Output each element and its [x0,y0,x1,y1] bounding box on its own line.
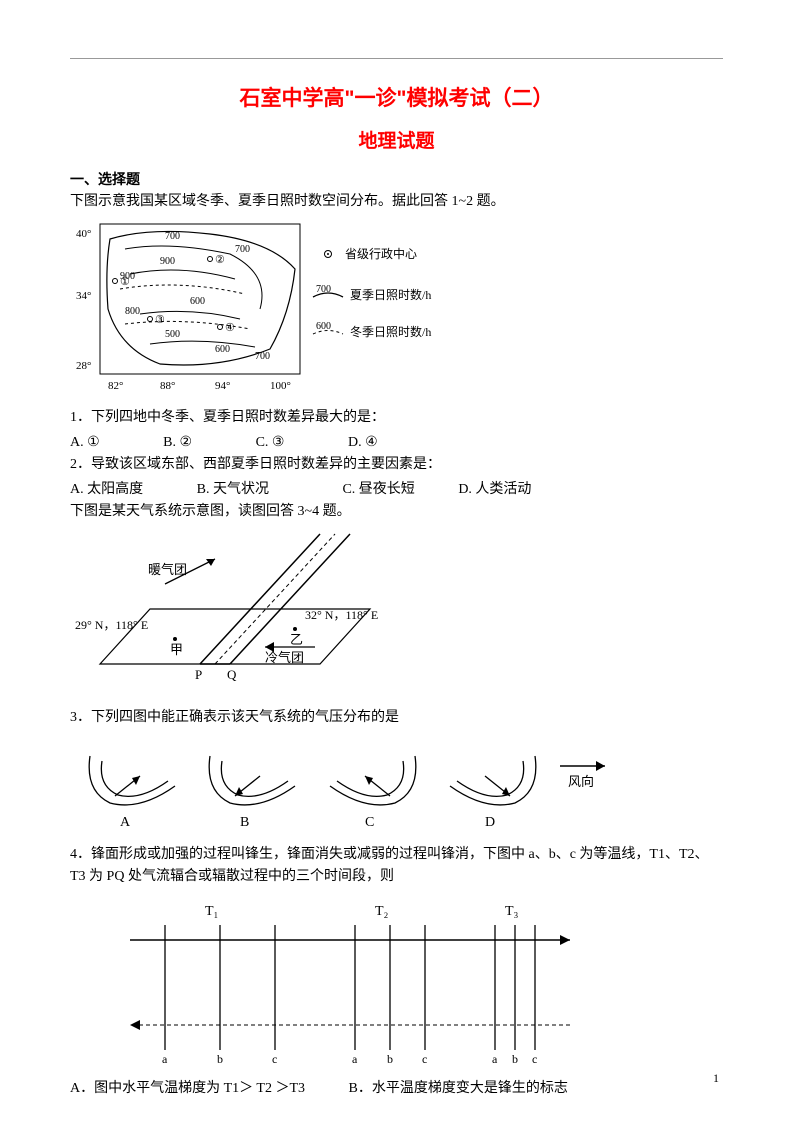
g-a: a [162,1052,168,1065]
q3-stem: 3．下列四图中能正确表示该天气系统的气压分布的是 [70,707,723,729]
top-rule [70,58,723,59]
q4-opt-a: A．图中水平气温梯度为 T1＞ T2 ＞T3 [70,1081,305,1096]
contour-label: 900 [160,256,175,267]
q4-opt-b: B．水平温度梯度变大是锋生的标志 [349,1081,568,1096]
section-heading: 一、选择题 [70,169,723,189]
q2-options: A. 太阳高度 B. 天气状况 C. 昼夜长短 D. 人类活动 [70,479,723,501]
q1-opt-c: C. ③ [256,435,285,450]
q1-options: A. ① B. ② C. ③ D. ④ [70,432,723,454]
label-warm: 暖气团 [148,562,187,577]
contour-label: 700 [165,231,180,242]
panel-c: C [365,815,374,830]
g-a3: a [492,1052,498,1065]
contour-label: 800 [125,306,140,317]
label-p: P [195,667,202,682]
coord-yi: 32° N，118° E [305,608,378,622]
map-point: ④ [225,322,235,334]
q2-opt-b: B. 天气状况 [197,482,269,497]
contour-label: 600 [190,296,205,307]
q1-opt-a: A. ① [70,435,100,450]
label-q: Q [227,667,237,682]
contour-label: 700 [235,244,250,255]
map-figure: 700 900 700 900 600 800 500 600 700 ① ② … [70,219,723,399]
lat-tick: 40° [76,228,91,240]
q2-opt-c: C. 昼夜长短 [342,482,414,497]
t3-label: T₃ [505,904,519,919]
coord-jia: 29° N，118° E [75,618,148,632]
q2-opt-d: D. 人类活动 [458,482,531,497]
q4-diagram: T₁ a b c T₂ a b c T₃ a b c [110,895,723,1070]
t2-label: T₂ [375,904,389,919]
lon-tick: 94° [215,380,230,392]
q1-opt-d: D. ④ [348,435,378,450]
g-a2: a [352,1052,358,1065]
panel-a: A [120,815,131,830]
legend-summer-val: 700 [316,284,331,295]
lon-tick: 88° [160,380,175,392]
panel-d: D [485,815,495,830]
intro-q1-2: 下图示意我国某区域冬季、夏季日照时数空间分布。据此回答 1~2 题。 [70,191,723,213]
label-cold: 冷气团 [265,650,304,665]
q1-opt-b: B. ② [163,435,192,450]
label-yi: 乙 [290,632,303,647]
legend-winter-val: 600 [316,321,331,332]
q3-panels: A B C D 风向 [70,736,723,836]
intro-q3-4: 下图是某天气系统示意图，读图回答 3~4 题。 [70,501,723,523]
map-point: ③ [155,314,165,326]
lon-tick: 82° [108,380,123,392]
lat-tick: 34° [76,290,91,302]
q4-stem: 4．锋面形成或加强的过程叫锋生，锋面消失或减弱的过程叫锋消，下图中 a、b、c … [70,844,723,889]
legend-winter: 冬季日照时数/h [350,324,431,339]
legend-prov: 省级行政中心 [345,246,417,261]
lat-tick: 28° [76,360,91,372]
subject-title: 地理试题 [70,126,723,153]
exam-title: 石室中学高"一诊"模拟考试（二） [70,82,723,112]
legend-summer: 夏季日照时数/h [350,287,431,302]
g-c2: c [422,1052,427,1065]
contour-label: 700 [255,351,270,362]
g-b2: b [387,1052,393,1065]
map-point: ② [215,254,225,266]
map-point: ① [120,276,130,288]
g-b3: b [512,1052,518,1065]
front-diagram: 暖气团 冷气团 甲 乙 29° N，118° E 32° N，118° E P … [70,529,723,699]
q1-stem: 1．下列四地中冬季、夏季日照时数差异最大的是： [70,407,723,429]
label-jia: 甲 [170,642,183,657]
lon-tick: 100° [270,380,291,392]
contour-label: 600 [215,344,230,355]
contour-label: 500 [165,329,180,340]
t1-label: T₁ [205,904,218,919]
panel-b: B [240,815,249,830]
wind-label: 风向 [568,774,594,789]
g-c3: c [532,1052,537,1065]
q2-opt-a: A. 太阳高度 [70,482,143,497]
q4-options: A．图中水平气温梯度为 T1＞ T2 ＞T3 B．水平温度梯度变大是锋生的标志 [70,1078,723,1100]
g-c: c [272,1052,277,1065]
page-number: 1 [713,1071,719,1086]
q2-stem: 2．导致该区域东部、西部夏季日照时数差异的主要因素是： [70,454,723,476]
g-b: b [217,1052,223,1065]
